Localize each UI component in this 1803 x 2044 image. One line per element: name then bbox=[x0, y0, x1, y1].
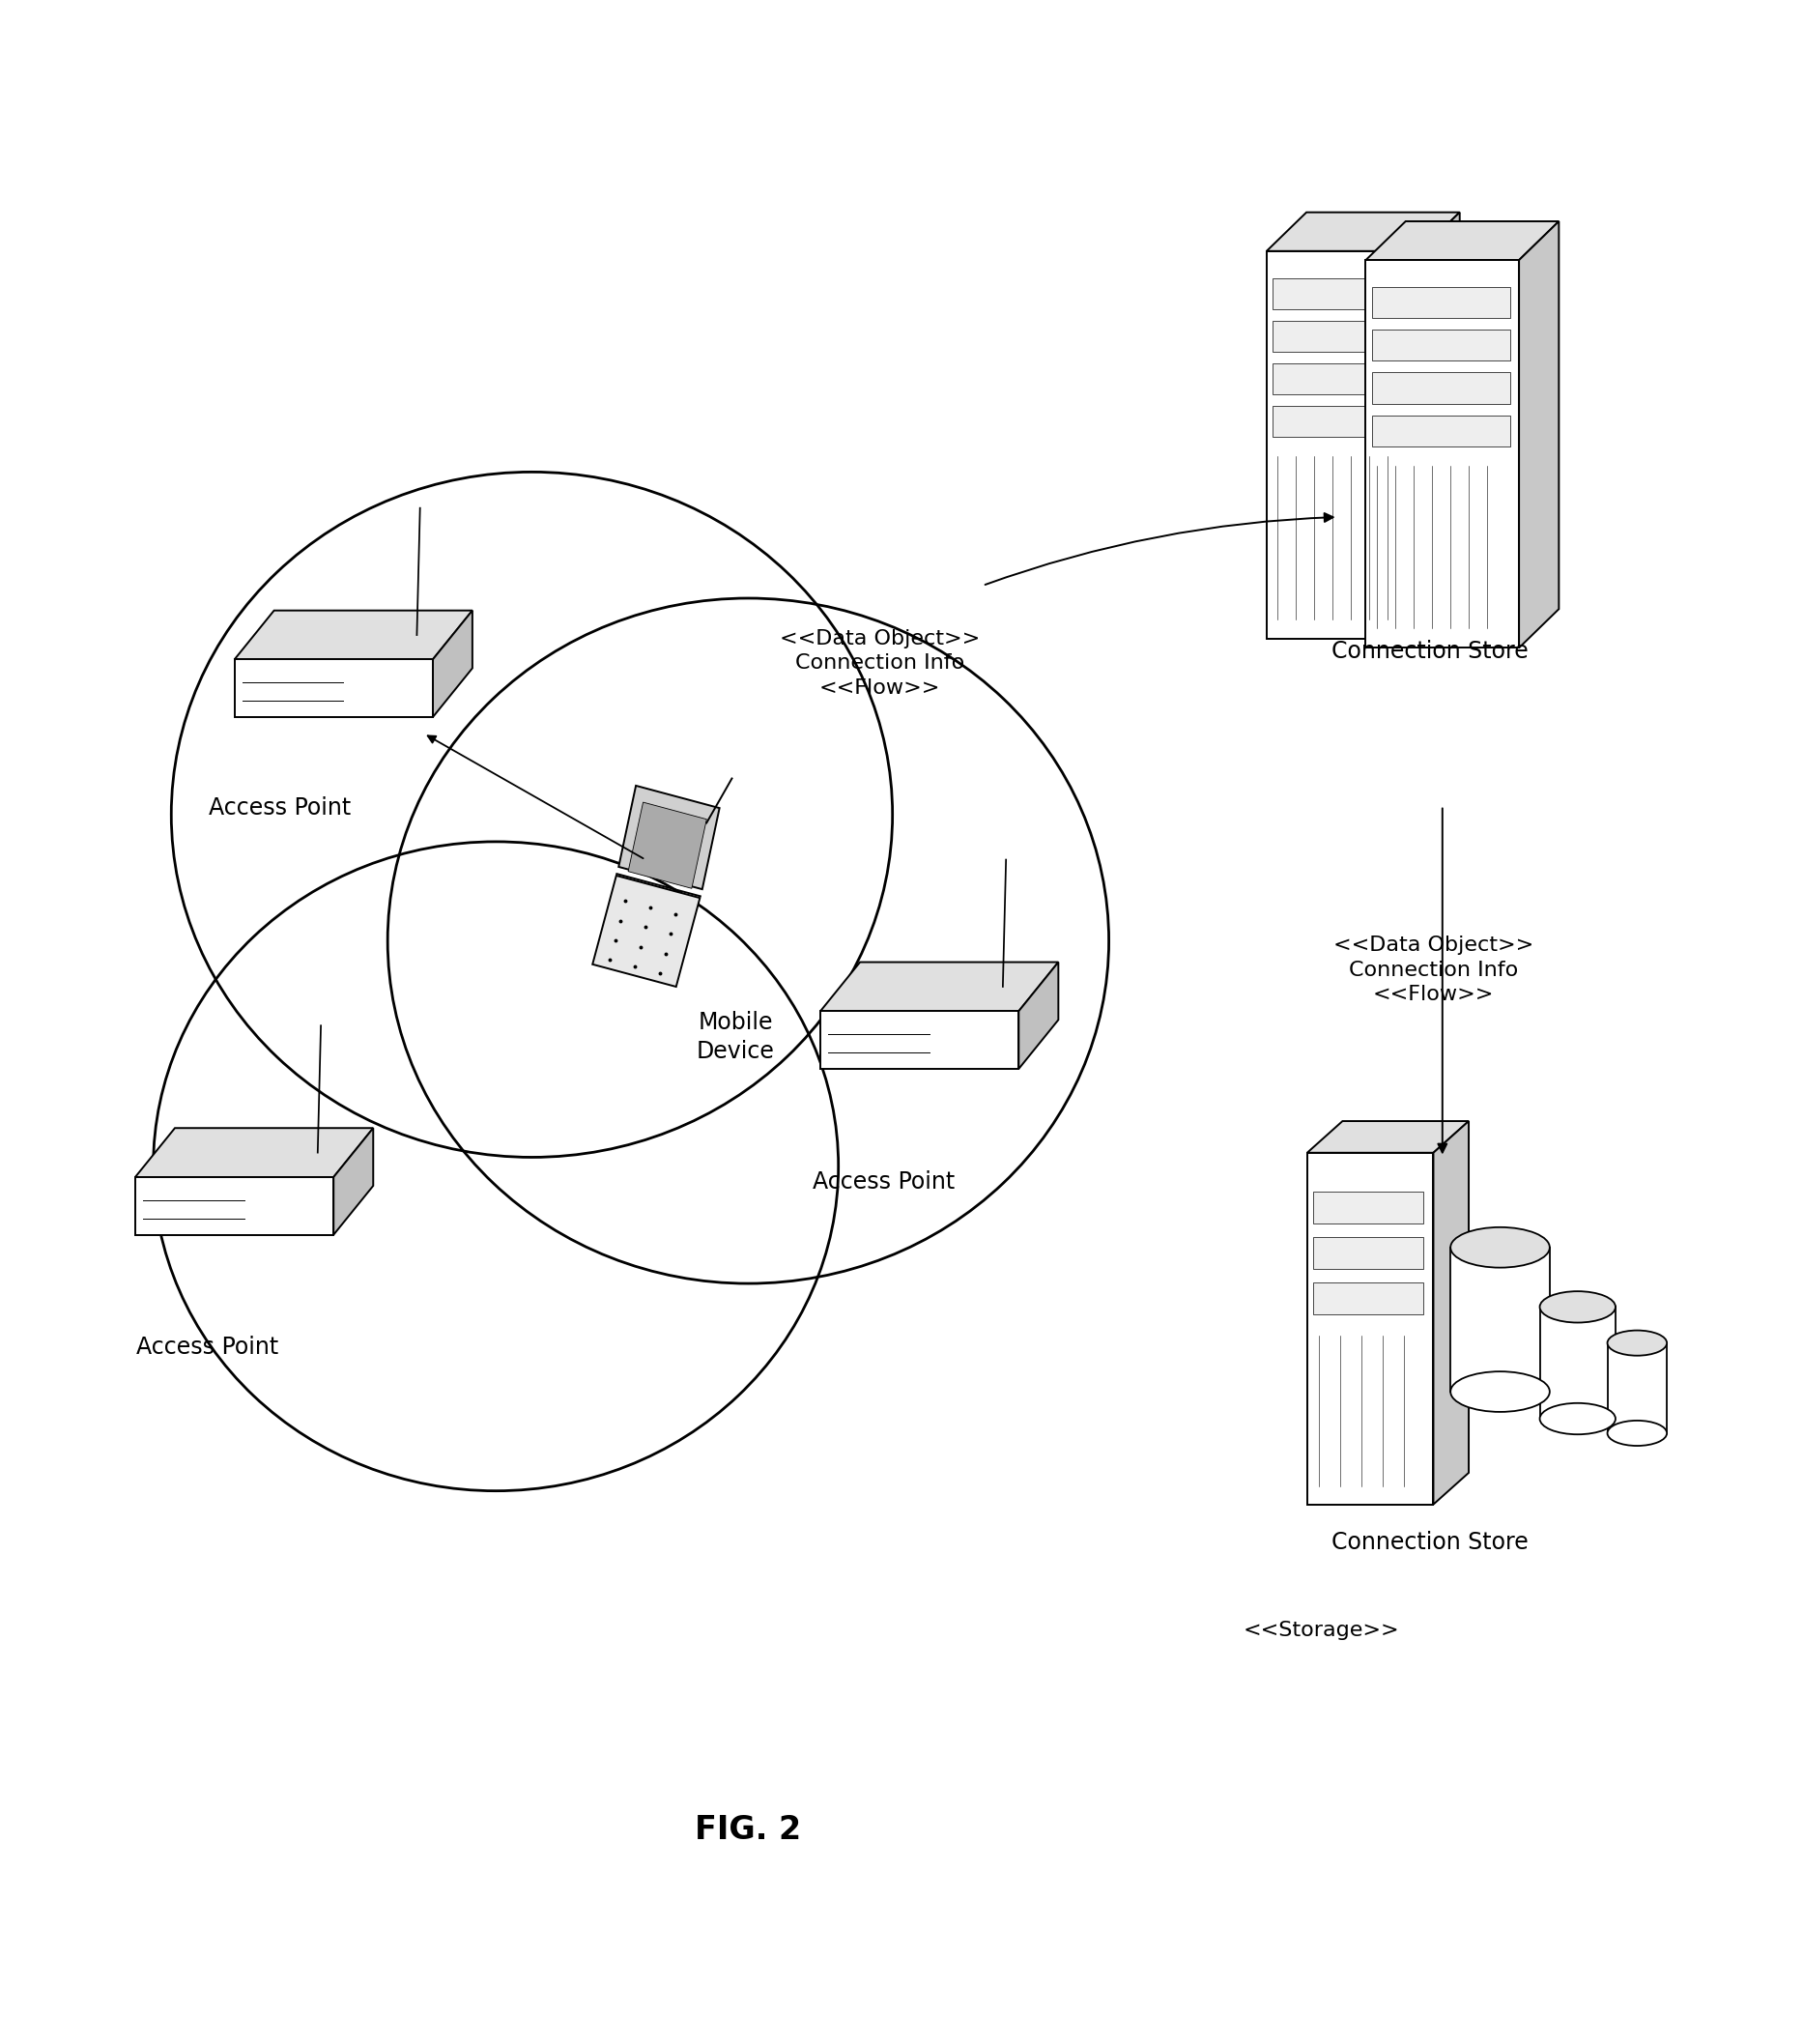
Polygon shape bbox=[1518, 221, 1560, 648]
Polygon shape bbox=[433, 611, 472, 717]
Ellipse shape bbox=[1608, 1331, 1668, 1355]
Polygon shape bbox=[135, 1177, 334, 1235]
Polygon shape bbox=[1266, 213, 1460, 251]
Text: Mobile
Device: Mobile Device bbox=[696, 1012, 775, 1063]
Polygon shape bbox=[1433, 1120, 1469, 1504]
Text: <<Data Object>>
Connection Info
<<Flow>>: <<Data Object>> Connection Info <<Flow>> bbox=[1332, 936, 1534, 1004]
Polygon shape bbox=[234, 611, 472, 660]
Text: Access Point: Access Point bbox=[209, 797, 350, 820]
Polygon shape bbox=[1266, 251, 1421, 640]
Polygon shape bbox=[1019, 963, 1058, 1069]
Polygon shape bbox=[1307, 1153, 1433, 1504]
Polygon shape bbox=[1313, 1237, 1423, 1269]
Polygon shape bbox=[1273, 364, 1410, 394]
Polygon shape bbox=[1367, 260, 1518, 648]
Polygon shape bbox=[1313, 1192, 1423, 1222]
Polygon shape bbox=[820, 963, 1058, 1012]
Ellipse shape bbox=[1608, 1421, 1668, 1445]
Polygon shape bbox=[593, 875, 700, 987]
Polygon shape bbox=[1372, 329, 1509, 362]
Polygon shape bbox=[1451, 1247, 1551, 1392]
Ellipse shape bbox=[1540, 1292, 1615, 1322]
Text: Access Point: Access Point bbox=[813, 1169, 954, 1194]
Text: Access Point: Access Point bbox=[137, 1337, 278, 1359]
Polygon shape bbox=[1372, 288, 1509, 319]
Polygon shape bbox=[618, 785, 719, 889]
Text: Connection Store: Connection Store bbox=[1331, 640, 1529, 662]
Ellipse shape bbox=[1540, 1402, 1615, 1435]
Polygon shape bbox=[1367, 221, 1560, 260]
Polygon shape bbox=[1540, 1306, 1615, 1419]
Text: <<Data Object>>
Connection Info
<<Flow>>: <<Data Object>> Connection Info <<Flow>> bbox=[779, 630, 981, 697]
Text: Connection Store: Connection Store bbox=[1331, 1531, 1529, 1553]
Polygon shape bbox=[820, 1012, 1019, 1069]
Polygon shape bbox=[1273, 407, 1410, 437]
Text: <<Storage>>: <<Storage>> bbox=[1244, 1621, 1399, 1639]
Polygon shape bbox=[1421, 213, 1460, 640]
Polygon shape bbox=[234, 660, 433, 717]
Ellipse shape bbox=[1451, 1372, 1551, 1412]
Polygon shape bbox=[1273, 278, 1410, 309]
Polygon shape bbox=[1313, 1284, 1423, 1314]
Polygon shape bbox=[1372, 372, 1509, 403]
Ellipse shape bbox=[1451, 1226, 1551, 1267]
Polygon shape bbox=[1307, 1120, 1469, 1153]
Polygon shape bbox=[1273, 321, 1410, 352]
Polygon shape bbox=[1372, 415, 1509, 446]
Polygon shape bbox=[135, 1128, 373, 1177]
Polygon shape bbox=[627, 801, 707, 889]
Text: FIG. 2: FIG. 2 bbox=[694, 1813, 802, 1846]
Polygon shape bbox=[334, 1128, 373, 1235]
Polygon shape bbox=[1608, 1343, 1666, 1433]
